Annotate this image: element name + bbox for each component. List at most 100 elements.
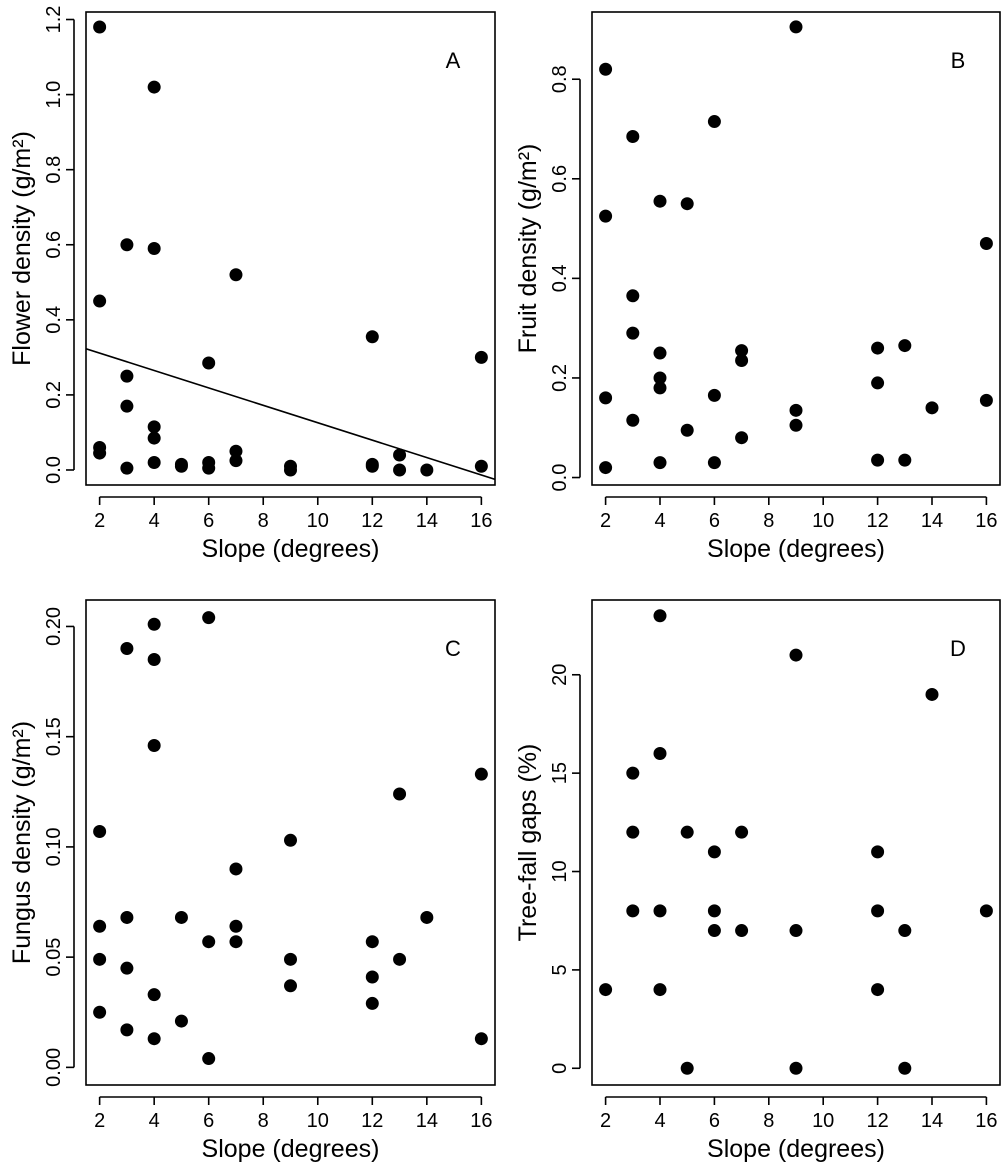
- data-point: [599, 461, 613, 475]
- data-point: [871, 983, 885, 997]
- data-point: [474, 1032, 488, 1046]
- y-axis-title: Flower density (g/m²): [8, 131, 36, 366]
- data-point: [93, 824, 107, 838]
- y-tick-label: 0.15: [43, 717, 65, 756]
- panel-a: 2 4 6 8 10 12 14 16 0.0 0.2 0.4 0.6 0.8 1.0 1.2 Slope (…: [8, 6, 496, 563]
- plot-frame: [85, 599, 496, 1086]
- data-point: [284, 952, 297, 966]
- data-point: [174, 459, 188, 473]
- x-axis-title: Slope (degrees): [202, 1135, 380, 1163]
- x-tick-label: 16: [470, 510, 492, 532]
- data-point: [871, 376, 885, 390]
- data-point: [420, 463, 434, 477]
- data-point: [393, 787, 407, 801]
- data-point: [626, 766, 640, 780]
- data-point: [284, 463, 297, 477]
- x-tick-label: 10: [812, 1110, 834, 1132]
- data-point: [626, 326, 640, 340]
- data-point: [653, 194, 667, 208]
- y-tick-label: 15: [549, 762, 571, 784]
- data-point: [653, 381, 667, 395]
- panel-d: 2 4 6 8 10 12 14 16 0 5 10 15 20 Slope (degrees) Tree-…: [514, 599, 1001, 1163]
- plot-frame: [591, 599, 1001, 1086]
- x-tick-label: 16: [470, 1110, 492, 1132]
- data-point: [229, 444, 243, 458]
- y-tick-label: 0.6: [549, 165, 571, 193]
- data-point: [707, 924, 721, 938]
- x-axis-title: Slope (degrees): [707, 1135, 885, 1163]
- data-point: [871, 904, 885, 918]
- y-tick-label: 0.05: [43, 938, 65, 977]
- y-tick-label: 1.0: [43, 81, 65, 109]
- data-point: [735, 431, 749, 445]
- data-point: [147, 80, 161, 94]
- data-point: [229, 268, 243, 282]
- x-tick-label: 6: [709, 510, 720, 532]
- data-point: [474, 459, 488, 473]
- x-tick-label: 4: [149, 1110, 160, 1132]
- x-tick-label: 4: [149, 510, 160, 532]
- x-tick-label: 8: [258, 510, 269, 532]
- x-tick-label: 2: [94, 1110, 105, 1132]
- y-tick-label: 0.4: [43, 306, 65, 334]
- data-point: [474, 767, 488, 781]
- data-point: [789, 1061, 803, 1075]
- y-tick-label: 0.4: [549, 264, 571, 292]
- x-tick-label: 2: [600, 510, 611, 532]
- data-point: [93, 1005, 107, 1019]
- data-point: [420, 910, 434, 924]
- data-point: [898, 924, 912, 938]
- data-point: [871, 341, 885, 355]
- data-point: [229, 935, 243, 949]
- panel-label: C: [445, 636, 461, 661]
- data-point: [202, 935, 216, 949]
- data-point: [284, 833, 297, 847]
- data-point: [599, 391, 613, 405]
- y-tick-label: 0.0: [43, 456, 65, 484]
- data-point: [365, 970, 379, 984]
- data-point: [707, 456, 721, 470]
- x-tick-label: 6: [203, 510, 214, 532]
- regression-line: [86, 347, 495, 481]
- y-tick-label: 1.2: [43, 6, 65, 34]
- data-point: [789, 648, 803, 662]
- data-point: [735, 354, 749, 368]
- data-point: [365, 996, 379, 1010]
- x-tick-label: 6: [203, 1110, 214, 1132]
- data-point: [393, 448, 407, 462]
- data-point: [653, 746, 667, 760]
- x-tick-label: 8: [763, 510, 774, 532]
- data-point: [680, 197, 694, 211]
- x-tick-label: 6: [709, 1110, 720, 1132]
- y-tick-label: 0.2: [549, 364, 571, 392]
- data-point: [393, 952, 407, 966]
- data-point: [898, 339, 912, 353]
- data-point: [147, 988, 161, 1002]
- data-point: [202, 356, 216, 370]
- y-tick-label: 0.8: [549, 65, 571, 93]
- data-point: [707, 388, 721, 402]
- data-point: [707, 115, 721, 129]
- data-point: [735, 344, 749, 358]
- data-point: [120, 642, 134, 655]
- data-point: [284, 979, 297, 993]
- data-point: [626, 825, 640, 839]
- data-point: [653, 983, 667, 997]
- data-point: [120, 961, 134, 975]
- x-tick-label: 2: [94, 510, 105, 532]
- data-point: [120, 369, 134, 383]
- y-tick-label: 0.00: [43, 1048, 65, 1087]
- data-point: [626, 289, 640, 303]
- x-tick-label: 2: [600, 1110, 611, 1132]
- data-point: [898, 453, 912, 467]
- data-point: [789, 20, 803, 34]
- data-point: [599, 983, 613, 997]
- y-axis-title: Fruit density (g/m²): [514, 144, 542, 354]
- data-point: [653, 371, 667, 385]
- data-point: [147, 242, 161, 255]
- data-point: [925, 401, 939, 415]
- data-point: [680, 423, 694, 437]
- data-point: [979, 237, 993, 251]
- x-tick-label: 12: [866, 510, 888, 532]
